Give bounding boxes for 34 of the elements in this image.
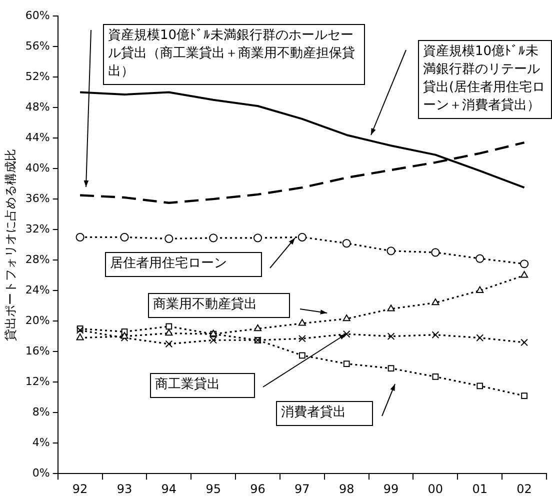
- y-tick-label: 4%: [32, 436, 50, 449]
- y-tick-label: 28%: [25, 252, 50, 266]
- y-tick-label: 0%: [32, 466, 50, 480]
- y-tick-label: 24%: [25, 283, 50, 296]
- series-label: 資産規模10億ﾄﾞﾙ未満銀行群のホールセール貸出（商工業貸出＋商業用不動産担保貸出）: [108, 26, 355, 79]
- x-tick-label: 00: [428, 482, 444, 496]
- y-tick-label: 48%: [25, 100, 50, 114]
- y-tick-label: 16%: [25, 344, 50, 358]
- y-tick-label: 20%: [25, 314, 50, 327]
- y-tick-label: 12%: [25, 374, 50, 388]
- y-tick-label: 8%: [32, 405, 50, 418]
- y-tick-label: 56%: [25, 39, 50, 52]
- x-tick-label: 01: [472, 482, 488, 496]
- x-tick-label: 95: [206, 482, 221, 496]
- x-tick-label: 99: [383, 482, 399, 496]
- text: 商工業貸出: [155, 376, 220, 392]
- y-tick-label: 40%: [25, 161, 50, 174]
- text: 消費者貸出: [281, 404, 346, 420]
- y-tick-label: 60%: [25, 8, 50, 22]
- x-tick-label: 94: [161, 482, 177, 496]
- y-axis-title: 貸出ポートフォリオに占める構成比: [3, 148, 18, 341]
- y-tick-label: 32%: [25, 222, 50, 236]
- x-tick-label: 97: [294, 482, 310, 496]
- y-tick-label: 52%: [25, 70, 50, 83]
- x-tick-label: 96: [250, 482, 266, 496]
- text: 資産規模10億ﾄﾞﾙ未満銀行群のリテール貸出(居住者用住宅ローン＋消費者貸出）: [423, 42, 546, 113]
- x-tick-label: 02: [516, 482, 532, 496]
- y-tick-label: 36%: [25, 192, 50, 205]
- x-tick-label: 98: [338, 482, 354, 496]
- series-label: 居住者用住宅ローン: [110, 254, 227, 271]
- x-tick-label: 93: [116, 482, 132, 496]
- series-label: 商業用不動産貸出: [153, 296, 257, 312]
- y-tick-label: 44%: [25, 130, 50, 144]
- x-tick-label: 92: [72, 482, 88, 496]
